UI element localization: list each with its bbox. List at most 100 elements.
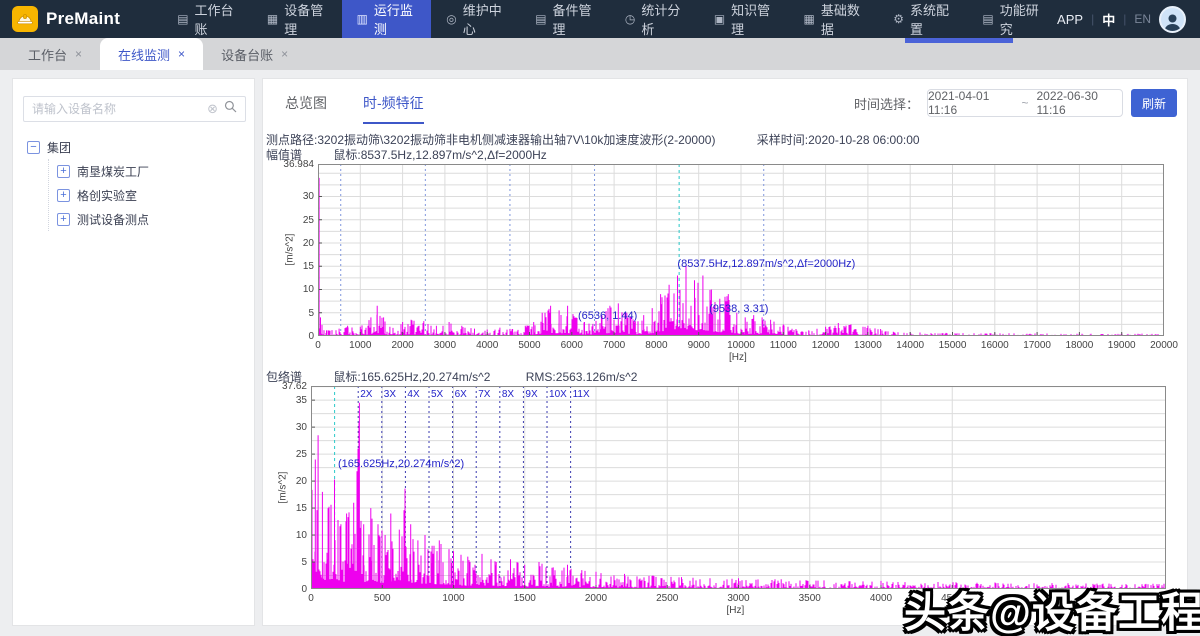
- nav-item-6[interactable]: ◷统计分析: [610, 0, 699, 38]
- date-range-picker[interactable]: 2021-04-01 11:16 ~ 2022-06-30 11:16: [927, 89, 1123, 117]
- time-select-label: 时间选择：: [854, 94, 919, 113]
- nav-right: APP | 中 | EN: [1057, 6, 1200, 33]
- harmonic-marker-label: 2X: [360, 389, 372, 400]
- x-tick-label: 20000: [1144, 340, 1184, 351]
- close-icon[interactable]: ×: [178, 47, 185, 61]
- harmonic-marker-label: 6X: [455, 389, 467, 400]
- tab-2[interactable]: 在线监测×: [100, 38, 203, 70]
- x-tick-label: 11000: [763, 340, 803, 351]
- collapse-icon[interactable]: −: [27, 141, 40, 154]
- tree-node-3[interactable]: + 测试设备测点: [57, 207, 248, 231]
- date-start[interactable]: 2021-04-01 11:16: [928, 89, 1013, 117]
- x-tick-label: 0: [291, 593, 331, 604]
- harmonic-marker-label: 4X: [407, 389, 419, 400]
- point-annotation: (9538, 3.31): [709, 303, 768, 315]
- nav-item-10[interactable]: ▤功能研究: [967, 0, 1057, 38]
- expand-icon[interactable]: +: [57, 213, 70, 226]
- tab-1[interactable]: 工作台 ×: [10, 38, 100, 70]
- x-tick-label: 1000: [340, 340, 380, 351]
- tab-overview[interactable]: 总览图: [285, 93, 327, 124]
- x-tick-label: 4500: [932, 593, 972, 604]
- brand[interactable]: PreMaint: [0, 6, 134, 32]
- lang-en-toggle[interactable]: EN: [1134, 12, 1151, 26]
- knowledge-icon: ▣: [714, 12, 725, 26]
- date-separator: ~: [1021, 96, 1028, 110]
- nav-item-label: 知识管理: [731, 0, 773, 38]
- y-max-label: 37.62: [263, 381, 307, 392]
- nav-item-2[interactable]: ▦设备管理: [252, 0, 342, 38]
- device-search-input[interactable]: [32, 102, 207, 116]
- nav-item-8[interactable]: ▦基础数据: [789, 0, 879, 38]
- tree-node-label: 格创实验室: [77, 187, 137, 204]
- x-tick-label: 16000: [975, 340, 1015, 351]
- x-tick-label: 13000: [848, 340, 888, 351]
- tree-node-1[interactable]: + 南垦煤炭工厂: [57, 159, 248, 183]
- x-tick-label: 3000: [719, 593, 759, 604]
- chart1-cursor-readout: 鼠标:8537.5Hz,12.897m/s^2,Δf=2000Hz: [333, 148, 546, 162]
- spare-parts-icon: ▤: [535, 12, 546, 26]
- user-avatar[interactable]: [1159, 6, 1186, 33]
- y-tick-label: 5: [284, 308, 314, 319]
- nav-item-1[interactable]: ▤ 工作台账: [162, 0, 252, 38]
- point-annotation: (6536, 1.44): [578, 310, 637, 322]
- lang-zh-toggle[interactable]: 中: [1102, 10, 1115, 29]
- tree-node-label: 南垦煤炭工厂: [77, 163, 149, 180]
- x-tick-label: 2500: [647, 593, 687, 604]
- device-search-box: ⊗: [23, 96, 246, 122]
- nav-item-9[interactable]: ⚙系统配置: [878, 0, 967, 38]
- nav-item-label: 工作台账: [195, 0, 237, 38]
- x-tick-label: 500: [362, 593, 402, 604]
- x-tick-label: 0: [298, 340, 338, 351]
- tab-3[interactable]: 设备台账 ×: [203, 38, 306, 70]
- search-icon[interactable]: [224, 100, 237, 118]
- nav-item-label: 运行监测: [374, 0, 416, 38]
- y-tick-label: 35: [277, 395, 307, 406]
- research-icon: ▤: [982, 12, 993, 26]
- expand-icon[interactable]: +: [57, 165, 70, 178]
- chart2-readout-row: 包络谱 鼠标:165.625Hz,20.274m/s^2 RMS:2563.12…: [266, 368, 637, 385]
- y-axis-unit: [m/s^2]: [277, 471, 288, 503]
- y-tick-label: 10: [284, 284, 314, 295]
- date-end[interactable]: 2022-06-30 11:16: [1036, 89, 1121, 117]
- expand-icon[interactable]: +: [57, 189, 70, 202]
- nav-item-5[interactable]: ▤备件管理: [520, 0, 610, 38]
- envelope-spectrum-chart[interactable]: 2X3X4X5X6X7X8X9X10X11X37.620510152025303…: [311, 386, 1166, 589]
- amplitude-spectrum-chart[interactable]: 36.9840510152025300100020003000400050006…: [318, 164, 1164, 336]
- close-icon[interactable]: ×: [281, 47, 288, 61]
- tab-label: 工作台: [28, 45, 67, 64]
- tree-node-label: 测试设备测点: [77, 211, 149, 228]
- divider: |: [1123, 12, 1126, 26]
- tab-strip: 工作台×在线监测×设备台账×: [0, 38, 1200, 70]
- app-link[interactable]: APP: [1057, 12, 1083, 27]
- nav-item-3[interactable]: ▥运行监测: [342, 0, 432, 38]
- spectrum-plot-area[interactable]: [311, 386, 1166, 589]
- tab-label: 设备台账: [221, 45, 273, 64]
- x-tick-label: 10000: [721, 340, 761, 351]
- close-icon[interactable]: ×: [75, 47, 82, 61]
- chart2-cursor-readout: 鼠标:165.625Hz,20.274m/s^2: [333, 370, 490, 384]
- statistics-icon: ◷: [625, 12, 635, 26]
- harmonic-marker-label: 11X: [573, 389, 590, 400]
- view-tabs: 总览图 时-频特征: [285, 93, 424, 124]
- nav-item-7[interactable]: ▣ 知识管理: [699, 0, 789, 38]
- base-data-icon: ▦: [804, 12, 815, 26]
- x-tick-label: 1000: [434, 593, 474, 604]
- x-tick-label: 19000: [1102, 340, 1142, 351]
- nav-item-4[interactable]: ◎维护中心: [431, 0, 520, 38]
- refresh-button[interactable]: 刷新: [1131, 89, 1177, 117]
- harmonic-marker-label: 10X: [549, 389, 567, 400]
- ledger-icon: ▤: [177, 12, 188, 26]
- x-tick-label: 2000: [383, 340, 423, 351]
- premaint-logo-icon: [12, 6, 38, 32]
- tab-time-frequency[interactable]: 时-频特征: [363, 93, 424, 124]
- tree-node-root[interactable]: − 集团: [27, 135, 248, 159]
- sample-time: 采样时间:2020-10-28 06:00:00: [757, 133, 920, 147]
- x-tick-label: 4000: [861, 593, 901, 604]
- equipment-icon: ▦: [267, 12, 278, 26]
- x-tick-label: 8000: [636, 340, 676, 351]
- brand-name: PreMaint: [46, 9, 120, 29]
- x-axis-unit: [Hz]: [729, 352, 747, 363]
- x-tick-label: 17000: [1017, 340, 1057, 351]
- tree-node-2[interactable]: + 格创实验室: [57, 183, 248, 207]
- clear-icon[interactable]: ⊗: [207, 101, 218, 117]
